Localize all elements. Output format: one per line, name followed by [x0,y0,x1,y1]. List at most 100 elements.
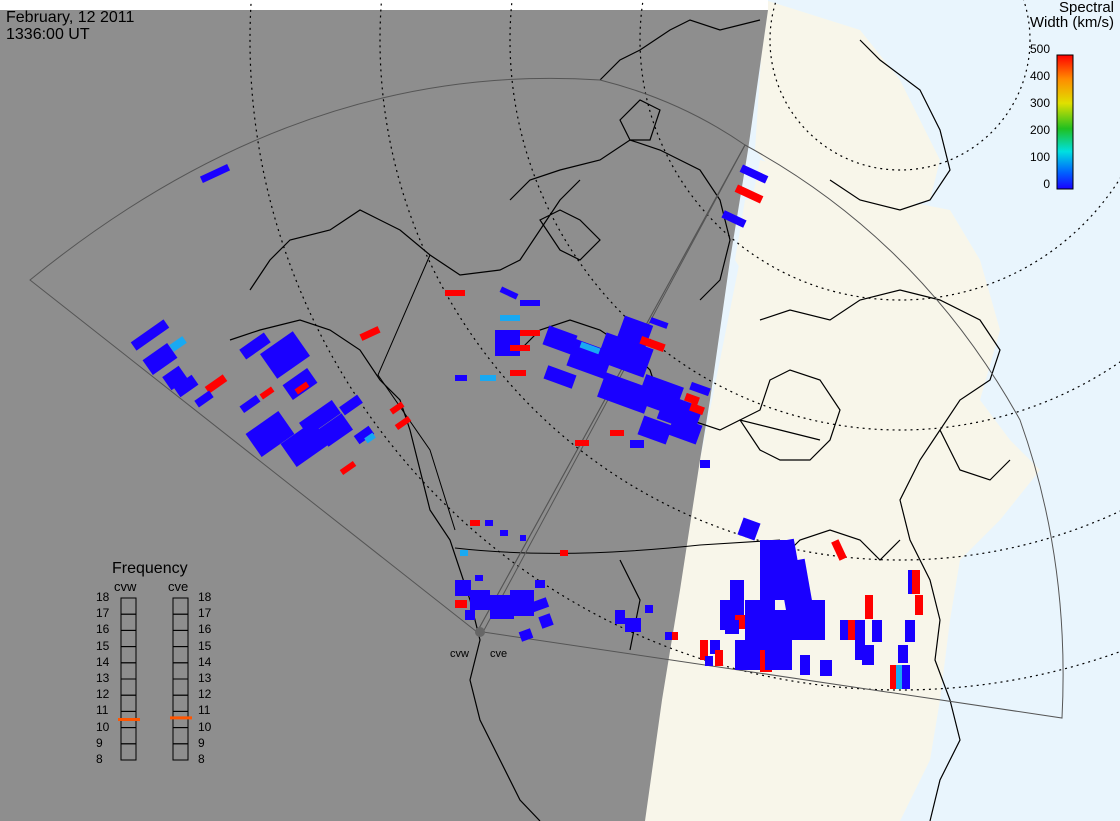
frequency-cell [120,694,137,712]
echo-cell [730,580,744,620]
echo-cell [480,375,496,381]
echo-cell [596,332,654,378]
frequency-cell [172,646,189,664]
echo-cell [389,401,405,415]
echo-cell [720,600,730,630]
echo-cell [630,440,644,448]
frequency-title: Frequency [112,560,188,577]
colorbar-tick: 0 [1043,177,1050,191]
colorbar-tick: 200 [1029,123,1050,137]
echo-cell [872,620,882,642]
borders [377,254,781,554]
echo-cell [715,650,723,666]
frequency-tick: 16 [198,622,212,637]
frequency-cell [172,694,189,712]
frequency-tick: 14 [96,654,110,669]
echo-cell [199,163,231,184]
echo-cell [890,665,898,689]
echo-cell [394,415,412,431]
echo-cell [615,610,625,624]
echo-cell [855,620,865,660]
echo-cell [579,341,601,355]
echo-cell [912,570,920,594]
echo-cell [538,613,554,629]
echo-cell [848,620,858,640]
frequency-tick: 10 [198,719,212,734]
echo-cell [316,413,354,447]
colorbar-tick: 400 [1029,69,1050,83]
echo-cell [455,580,471,596]
day-land-labrador [735,190,820,300]
frequency-tick: 13 [96,671,110,685]
latitude-grid [249,0,1120,691]
echo-cell [700,460,710,468]
echo-cell [896,665,904,689]
echo-cell [495,330,520,356]
frequency-cell [172,710,189,729]
echo-cell [359,326,381,341]
echo-cell [499,286,519,300]
echo-cell [520,535,526,541]
echo-cell [485,520,493,526]
echo-cell [169,336,187,352]
echo-cell [535,580,545,588]
echo-cell [470,520,480,526]
frequency-cell [120,597,137,615]
echo-cell [353,425,375,445]
frequency-tick: 13 [198,671,212,685]
echo-cell [239,394,261,414]
echo-cell [500,315,520,321]
echo-cell [465,610,475,620]
frequency-tick: 12 [96,687,110,702]
frequency-radar-label-cvw: cvw [114,579,137,594]
echo-cell [721,210,747,228]
echo-cell [294,381,310,395]
echo-cell [831,539,847,561]
echo-cell [245,411,295,457]
echo-cell [684,392,700,406]
echo-cell [862,645,874,665]
night-shade [0,10,768,821]
echo-cell [460,550,468,556]
echo-cell [739,164,769,184]
echo-cell [805,600,825,640]
colorbar-tick: 300 [1029,96,1050,110]
colorbar-title-line1: Spectral [1058,0,1114,16]
frequency-tick: 18 [96,590,110,604]
echo-cell [780,640,792,670]
echo-cell [610,430,624,436]
colorbar-gradient [1056,54,1074,190]
echo-cell [800,655,810,675]
echo-cell [510,370,526,376]
echo-cell [280,421,330,467]
echo-cell [520,300,540,306]
echo-cell [162,365,188,391]
frequency-bars [118,597,192,761]
colorbar-title: Spectral Width (km/s) [1004,0,1114,30]
top-strip [0,0,768,10]
echo-cell [865,595,873,619]
echo-cell [470,590,490,610]
echo-cell [510,345,530,351]
echo-cell [518,628,534,642]
echo-cell [705,656,713,666]
frequency-cell [120,629,137,648]
echo-cell [820,660,832,676]
radar-echoes [130,163,923,689]
frequency-tick: 9 [96,735,103,750]
echo-cell [902,665,910,689]
frequency-tick: 8 [198,752,205,766]
echo-cell [597,372,653,414]
frequency-tick: 12 [198,687,212,702]
echo-cell [339,460,357,476]
echo-cell [528,597,550,613]
frequency-tick: 11 [96,703,109,718]
frequency-cell [120,662,137,680]
echo-cell [637,415,673,445]
echo-cell [734,184,764,204]
echo-cell [204,374,228,394]
echo-cell [259,386,275,400]
echo-cell [915,595,923,615]
frequency-cell [172,597,189,615]
frequency-cell [120,727,137,745]
